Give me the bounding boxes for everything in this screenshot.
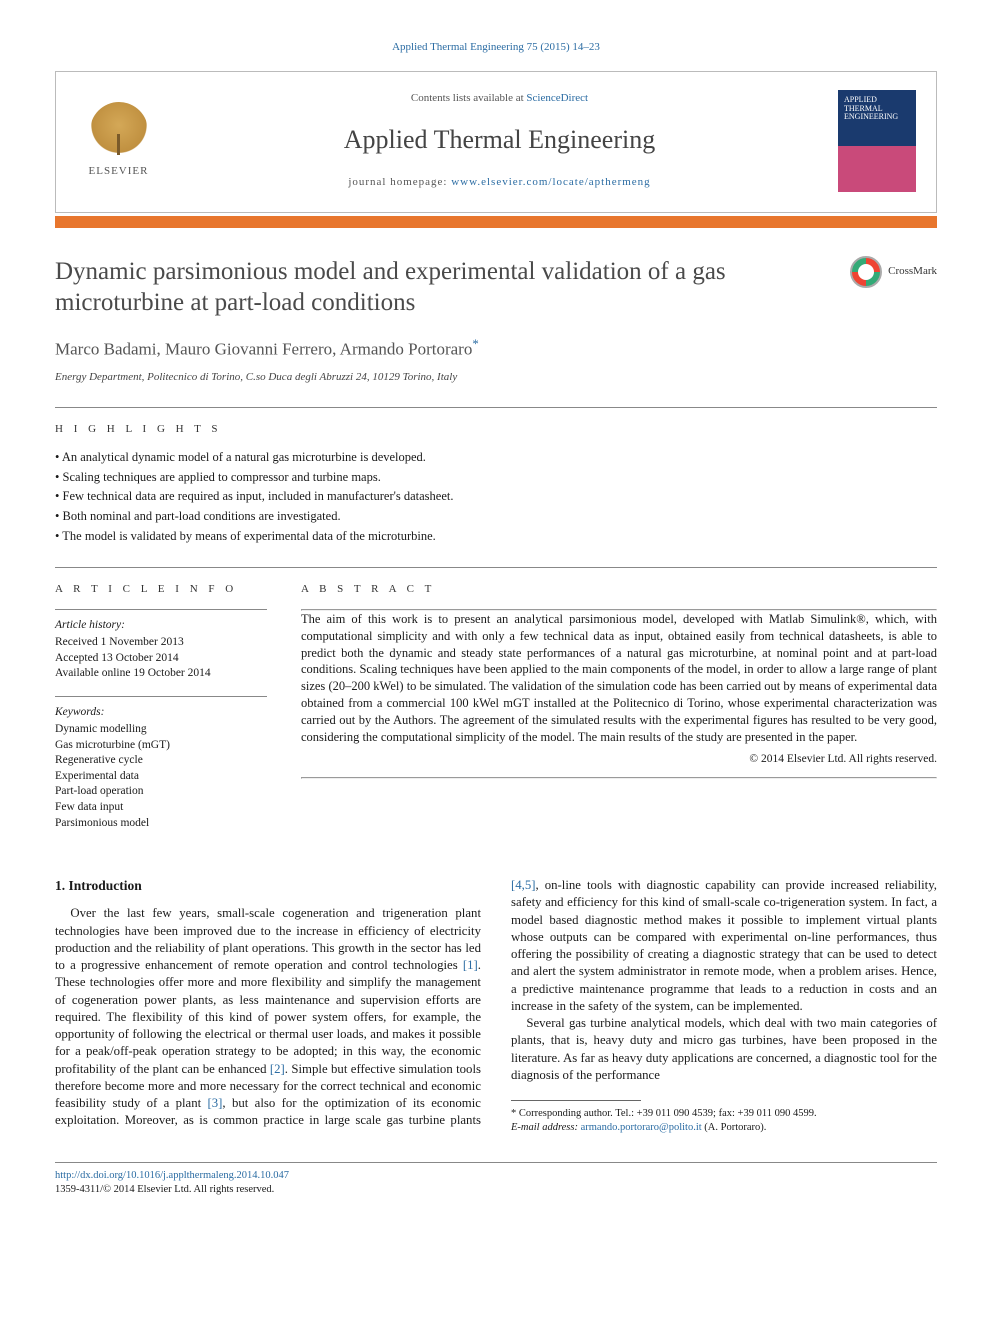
keyword: Dynamic modelling [55,722,267,738]
history-item: Received 1 November 2013 [55,635,267,651]
abstract-label: A B S T R A C T [301,582,937,597]
divider [55,696,267,697]
corresponding-author-footnote: * Corresponding author. Tel.: +39 011 09… [511,1107,937,1135]
crossmark-widget[interactable]: CrossMark [850,256,937,288]
citation-link[interactable]: [4,5] [511,878,536,892]
publisher-logo: ELSEVIER [76,102,161,179]
authors-names: Marco Badami, Mauro Giovanni Ferrero, Ar… [55,340,472,359]
section-heading-introduction: 1. Introduction [55,877,481,895]
journal-homepage-link[interactable]: www.elsevier.com/locate/apthermeng [451,176,650,188]
highlights-section: H I G H L I G H T S An analytical dynami… [55,422,937,545]
email-suffix: (A. Portoraro). [702,1122,767,1133]
keywords-heading: Keywords: [55,705,267,721]
contents-available-line: Contents lists available at ScienceDirec… [161,91,838,106]
article-history-block: Article history: Received 1 November 201… [55,618,267,682]
article-title: Dynamic parsimonious model and experimen… [55,256,830,319]
body-paragraph: Several gas turbine analytical models, w… [511,1015,937,1084]
divider [301,777,937,779]
body-two-column: 1. Introduction Over the last few years,… [55,877,937,1136]
body-text: Over the last few years, small-scale cog… [55,906,481,972]
article-info-column: A R T I C L E I N F O Article history: R… [55,582,267,845]
contents-prefix: Contents lists available at [411,92,526,104]
footnote-corr-line: * Corresponding author. Tel.: +39 011 09… [511,1107,937,1121]
keyword: Experimental data [55,769,267,785]
accent-bar [55,216,937,228]
email-prefix: E-mail address: [511,1122,581,1133]
citation-link[interactable]: [2] [270,1062,285,1076]
divider [55,567,937,568]
journal-name: Applied Thermal Engineering [161,122,838,157]
corresponding-email-link[interactable]: armando.portoraro@polito.it [581,1122,702,1133]
page-root: Applied Thermal Engineering 75 (2015) 14… [0,0,992,1227]
authors-line: Marco Badami, Mauro Giovanni Ferrero, Ar… [55,336,937,362]
footer-bar: http://dx.doi.org/10.1016/j.applthermale… [55,1162,937,1197]
highlights-list: An analytical dynamic model of a natural… [55,449,937,545]
title-row: Dynamic parsimonious model and experimen… [55,256,937,319]
journal-cover-thumbnail: APPLIED THERMAL ENGINEERING [838,90,916,192]
highlights-label: H I G H L I G H T S [55,422,937,437]
keywords-block: Keywords: Dynamic modelling Gas microtur… [55,705,267,831]
body-text: . These technologies offer more and more… [55,958,481,1076]
highlight-item: Scaling techniques are applied to compre… [55,469,937,486]
article-info-label: A R T I C L E I N F O [55,582,267,597]
body-paragraph: Over the last few years, small-scale cog… [55,877,937,1136]
publisher-name: ELSEVIER [76,164,161,179]
footnote-separator [511,1100,641,1101]
abstract-text: The aim of this work is to present an an… [301,611,937,746]
body-text: , on-line tools with diagnostic capabili… [511,878,937,1013]
crossmark-label: CrossMark [888,264,937,279]
cover-line3: ENGINEERING [844,113,910,122]
citation-header: Applied Thermal Engineering 75 (2015) 14… [55,40,937,55]
corresponding-marker: * [472,337,478,351]
keyword: Few data input [55,800,267,816]
keyword: Parsimonious model [55,816,267,832]
crossmark-icon [850,256,882,288]
highlight-item: An analytical dynamic model of a natural… [55,449,937,466]
header-center: Contents lists available at ScienceDirec… [161,91,838,190]
abstract-copyright: © 2014 Elsevier Ltd. All rights reserved… [301,752,937,768]
citation-link[interactable]: [3] [208,1096,223,1110]
elsevier-tree-icon [90,102,148,160]
homepage-prefix: journal homepage: [348,176,451,188]
keyword: Regenerative cycle [55,753,267,769]
footnote-email-line: E-mail address: armando.portoraro@polito… [511,1121,937,1135]
highlight-item: The model is validated by means of exper… [55,528,937,545]
issn-copyright-line: 1359-4311/© 2014 Elsevier Ltd. All right… [55,1183,937,1197]
divider [55,609,267,610]
history-item: Accepted 13 October 2014 [55,651,267,667]
info-abstract-row: A R T I C L E I N F O Article history: R… [55,582,937,845]
doi-link[interactable]: http://dx.doi.org/10.1016/j.applthermale… [55,1170,289,1181]
keyword: Gas microturbine (mGT) [55,738,267,754]
divider [55,407,937,408]
citation-link[interactable]: [1] [463,958,478,972]
keyword: Part-load operation [55,784,267,800]
sciencedirect-link[interactable]: ScienceDirect [526,92,588,104]
journal-homepage-line: journal homepage: www.elsevier.com/locat… [161,175,838,190]
body-text: . Simple but [285,1062,348,1076]
affiliation: Energy Department, Politecnico di Torino… [55,370,937,385]
history-item: Available online 19 October 2014 [55,666,267,682]
history-heading: Article history: [55,618,267,634]
journal-header-box: ELSEVIER Contents lists available at Sci… [55,71,937,213]
highlight-item: Both nominal and part-load conditions ar… [55,508,937,525]
highlight-item: Few technical data are required as input… [55,488,937,505]
abstract-column: A B S T R A C T The aim of this work is … [301,582,937,845]
